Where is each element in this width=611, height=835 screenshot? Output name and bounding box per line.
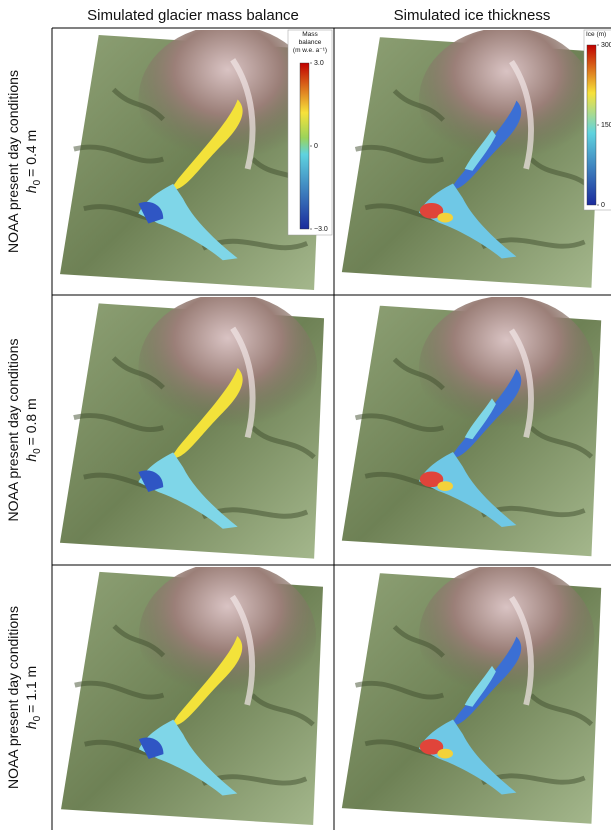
map-panel [342,296,601,556]
colorbar-tick-label: −3.0 [314,226,328,233]
map-panel [342,563,601,823]
map-panel [61,562,323,825]
row-label: NOAA present day conditions [5,606,21,789]
colorbar-tick-label: 0 [601,202,605,209]
map-panel [342,27,601,287]
value: = 1.1 m [23,666,39,713]
column-title: Simulated glacier mass balance [87,7,299,24]
colorbar: Ice (m) 300 150 0 [584,30,611,210]
colorbar-tick-label: 300 [601,42,611,49]
symbol: h [23,454,39,462]
value: = 0.4 m [23,130,39,177]
colorbar-title: Mass [302,31,318,38]
subscript: 0 [32,179,43,185]
map-panel [60,25,324,290]
row-label: h0 = 0.8 m [23,398,43,461]
symbol: h [23,721,39,729]
column-title: Simulated ice thickness [394,7,551,24]
colorbar-title: (m w.e. a⁻¹) [293,47,327,54]
colorbar-tick-label: 0 [314,143,318,150]
colorbar-title: balance [299,39,322,46]
figure: Simulated glacier mass balance Simulated… [0,0,611,830]
row-label: h0 = 0.4 m [23,130,43,193]
subscript: 0 [32,715,43,721]
row-label: h0 = 1.1 m [23,666,43,729]
colorbar-tick-label: 150 [601,122,611,129]
map-panel [60,293,324,558]
colorbar-tick-label: 3.0 [314,60,324,67]
value: = 0.8 m [23,398,39,445]
symbol: h [23,185,39,193]
colorbar-title: Ice (m) [586,31,606,38]
row-label: NOAA present day conditions [5,339,21,522]
row-label: NOAA present day conditions [5,70,21,253]
subscript: 0 [32,448,43,454]
